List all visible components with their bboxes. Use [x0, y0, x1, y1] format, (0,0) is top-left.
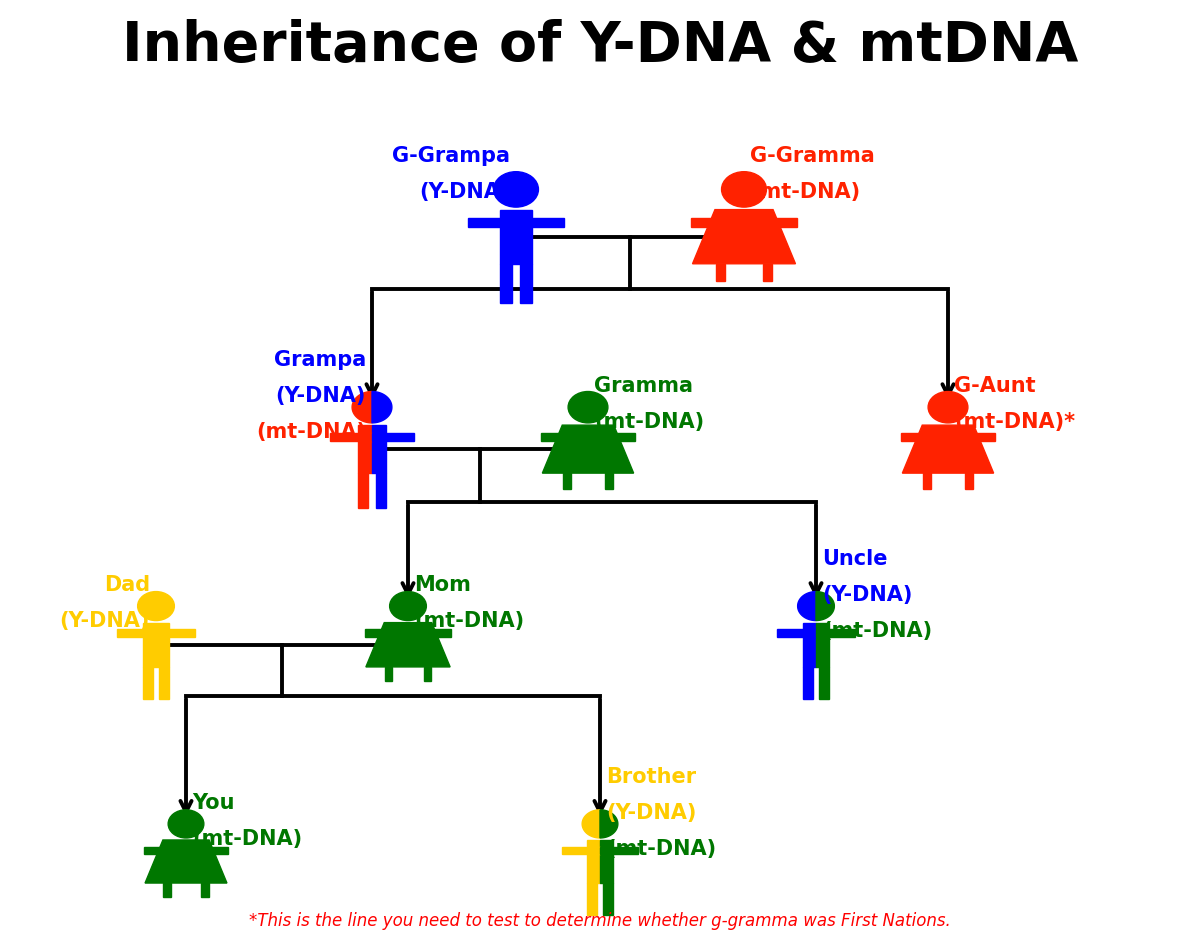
Polygon shape — [520, 264, 532, 303]
Polygon shape — [145, 840, 227, 883]
Polygon shape — [424, 667, 431, 682]
Polygon shape — [541, 433, 635, 440]
Polygon shape — [358, 474, 368, 509]
Polygon shape — [600, 810, 618, 838]
Polygon shape — [600, 847, 638, 854]
Polygon shape — [500, 209, 532, 264]
Polygon shape — [160, 667, 169, 699]
Circle shape — [721, 171, 767, 207]
Polygon shape — [143, 622, 169, 667]
Polygon shape — [372, 433, 414, 440]
Polygon shape — [144, 847, 228, 854]
Text: (mt-DNA): (mt-DNA) — [192, 829, 302, 849]
Polygon shape — [143, 667, 152, 699]
Polygon shape — [376, 474, 386, 509]
Polygon shape — [372, 391, 392, 423]
Circle shape — [568, 391, 608, 423]
Text: (mt-DNA): (mt-DNA) — [414, 611, 524, 632]
Polygon shape — [691, 218, 797, 227]
Polygon shape — [763, 264, 773, 281]
Text: (Y-DNA): (Y-DNA) — [606, 802, 696, 823]
Text: (Y-DNA): (Y-DNA) — [420, 182, 510, 203]
Text: (Y-DNA): (Y-DNA) — [60, 611, 150, 632]
Text: Inheritance of Y-DNA & mtDNA: Inheritance of Y-DNA & mtDNA — [122, 19, 1078, 73]
Text: Grampa: Grampa — [274, 349, 366, 370]
Polygon shape — [563, 847, 600, 854]
Polygon shape — [778, 630, 816, 637]
Text: (mt-DNA): (mt-DNA) — [606, 838, 716, 859]
Circle shape — [390, 592, 426, 620]
Text: Dad: Dad — [104, 575, 150, 596]
Polygon shape — [816, 592, 834, 620]
Text: You: You — [192, 793, 234, 813]
Circle shape — [168, 810, 204, 838]
Text: (mt-DNA)*: (mt-DNA)* — [954, 412, 1075, 433]
Polygon shape — [365, 630, 451, 637]
Text: Gramma: Gramma — [594, 376, 694, 397]
Polygon shape — [605, 474, 613, 489]
Polygon shape — [358, 425, 372, 474]
Text: (mt-DNA): (mt-DNA) — [594, 412, 704, 433]
Text: (mt-DNA): (mt-DNA) — [822, 620, 932, 641]
Polygon shape — [542, 425, 634, 474]
Polygon shape — [816, 630, 854, 637]
Text: (Y-DNA): (Y-DNA) — [822, 584, 912, 605]
Polygon shape — [600, 840, 612, 883]
Polygon shape — [582, 810, 600, 838]
Polygon shape — [202, 883, 209, 897]
Polygon shape — [385, 667, 392, 682]
Text: (Y-DNA): (Y-DNA) — [276, 385, 366, 406]
Polygon shape — [803, 667, 812, 699]
Text: G-Gramma: G-Gramma — [750, 146, 875, 167]
Polygon shape — [604, 883, 612, 915]
Text: *This is the line you need to test to determine whether g-gramma was First Natio: *This is the line you need to test to de… — [250, 912, 950, 930]
Text: Uncle: Uncle — [822, 548, 888, 569]
Polygon shape — [588, 840, 600, 883]
Polygon shape — [118, 630, 194, 637]
Text: Mom: Mom — [414, 575, 470, 596]
Polygon shape — [563, 474, 571, 489]
Polygon shape — [798, 592, 816, 620]
Polygon shape — [923, 474, 931, 489]
Text: Brother: Brother — [606, 766, 696, 787]
Polygon shape — [500, 264, 512, 303]
Text: G-Grampa: G-Grampa — [392, 146, 510, 167]
Text: G-Aunt: G-Aunt — [954, 376, 1036, 397]
Circle shape — [138, 592, 174, 620]
Polygon shape — [352, 391, 372, 423]
Polygon shape — [330, 433, 372, 440]
Polygon shape — [902, 425, 994, 474]
Polygon shape — [803, 622, 816, 667]
Polygon shape — [692, 209, 796, 264]
Polygon shape — [372, 425, 386, 474]
Polygon shape — [366, 622, 450, 667]
Polygon shape — [816, 622, 829, 667]
Polygon shape — [468, 218, 564, 227]
Circle shape — [493, 171, 539, 207]
Polygon shape — [588, 883, 596, 915]
Polygon shape — [163, 883, 170, 897]
Polygon shape — [820, 667, 829, 699]
Polygon shape — [715, 264, 725, 281]
Text: (mt-DNA): (mt-DNA) — [750, 182, 860, 203]
Text: (mt-DNA): (mt-DNA) — [256, 421, 366, 442]
Polygon shape — [965, 474, 973, 489]
Circle shape — [928, 391, 968, 423]
Polygon shape — [901, 433, 995, 440]
